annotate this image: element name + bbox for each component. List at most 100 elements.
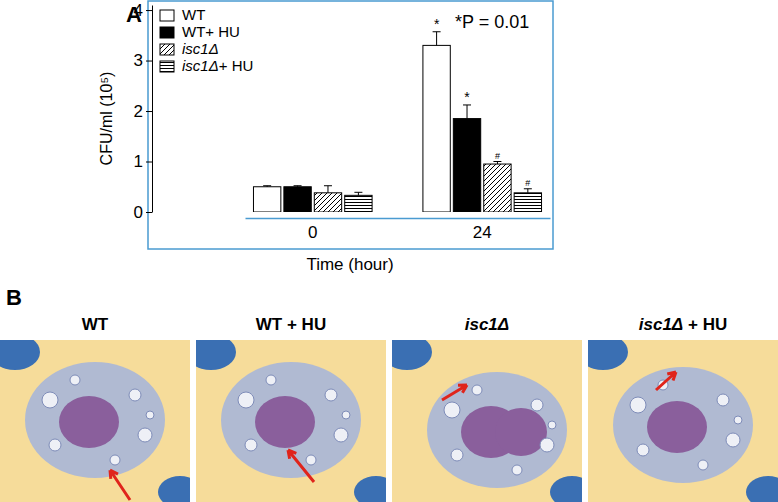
y-tick: 1 [134,152,152,171]
text-part: isc1Δ [465,315,510,334]
error-bar [433,32,441,46]
micrograph-image [196,340,386,502]
bar [514,193,541,212]
significance-mark: * [434,16,440,32]
bar [453,119,480,212]
legend-label: isc1Δ+ HU [182,57,253,74]
cell-body [427,372,567,488]
legend-swatch [160,61,174,72]
bar [484,164,511,212]
vacuole [531,399,543,411]
legend-swatch [160,10,174,21]
nucleus [647,401,707,453]
y-tick-label: 3 [134,51,143,70]
micrograph-title: isc1Δ [465,315,510,334]
y-tick-mark [146,212,152,213]
y-tick: 4 [134,1,152,20]
y-axis-line [152,6,153,213]
text-part: isc1Δ [639,315,684,334]
vacuole [540,438,554,452]
bars [253,32,541,212]
arrow [288,450,314,482]
bar [284,187,311,212]
vacuole [444,402,460,418]
micrograph [382,334,594,502]
panel-label: B [6,285,22,310]
micrograph [186,334,398,502]
vacuole [472,385,482,395]
vacuole [726,433,740,447]
vacuole [734,416,742,424]
text-part: isc1Δ [182,40,219,57]
legend-swatch [160,44,174,55]
legend-item: isc1Δ [160,40,219,57]
significance-mark: # [525,178,530,188]
y-tick-label: 0 [134,203,143,222]
cell-body [221,362,361,478]
text-part: + HU [219,57,254,74]
micrograph-image [0,340,190,502]
y-tick-label: 4 [134,1,143,20]
text-part: WT [256,315,283,334]
bar [423,45,450,212]
y-axis-title: CFU/ml (10⁵) [98,72,115,166]
error-bar [294,186,302,187]
nucleus [59,396,119,448]
micrograph-title: WT + HU [256,315,326,334]
error-bar [263,186,271,187]
annotation: *P = 0.01 [455,12,529,32]
legend-item: isc1Δ+ HU [160,57,253,74]
vacuole [325,389,337,401]
micrograph-image [392,340,582,502]
legend-swatch [160,27,174,38]
micrograph-title: WT [82,315,109,334]
vacuole [630,397,646,413]
vacuole [238,392,254,408]
vacuole [42,392,58,408]
y-tick: 3 [134,51,152,70]
text-part: WT [182,23,205,40]
neighbor-cell [588,340,628,370]
error-bar [354,192,362,195]
text-part: WT [182,6,205,23]
legend-label: WT [182,6,205,23]
error-bar [524,189,532,193]
error-bar [493,162,501,165]
vacuole [306,455,316,465]
arrow [656,372,676,390]
legend-label: WT+ HU [182,23,240,40]
error-bar [324,186,332,193]
neighbor-cell [354,476,386,502]
y-tick-label: 1 [134,152,143,171]
arrow [442,385,467,400]
plot-frame [148,1,553,249]
nucleus [255,396,315,448]
vacuole [266,375,276,385]
neighbor-cell [746,476,778,502]
neighbor-cell [550,476,582,502]
significance-mark: * [464,89,470,105]
text-part: + HU [683,315,727,334]
x-tick: 24 [473,218,492,242]
y-tick-mark [146,162,152,163]
y-tick-mark [146,61,152,62]
text-part: + HU [205,23,240,40]
y-tick: 2 [134,102,152,121]
text-part: isc1Δ [182,57,219,74]
micrograph [578,334,778,502]
x-axis-line [246,218,551,220]
vacuole [451,449,463,461]
significance-mark: # [495,151,500,161]
vacuole [129,389,141,401]
y-tick-mark [146,10,152,11]
x-tick: 0 [308,218,317,242]
y-tick-label: 2 [134,102,143,121]
bar [345,195,372,212]
neighbor-cell [0,340,40,370]
x-tick-label: 24 [473,223,492,242]
bar [253,187,280,212]
neighbor-cell [196,340,236,370]
text-part: WT [82,315,109,334]
x-axis: 0 24 [246,218,551,242]
y-axis: 0 1 2 3 4 [134,1,153,222]
